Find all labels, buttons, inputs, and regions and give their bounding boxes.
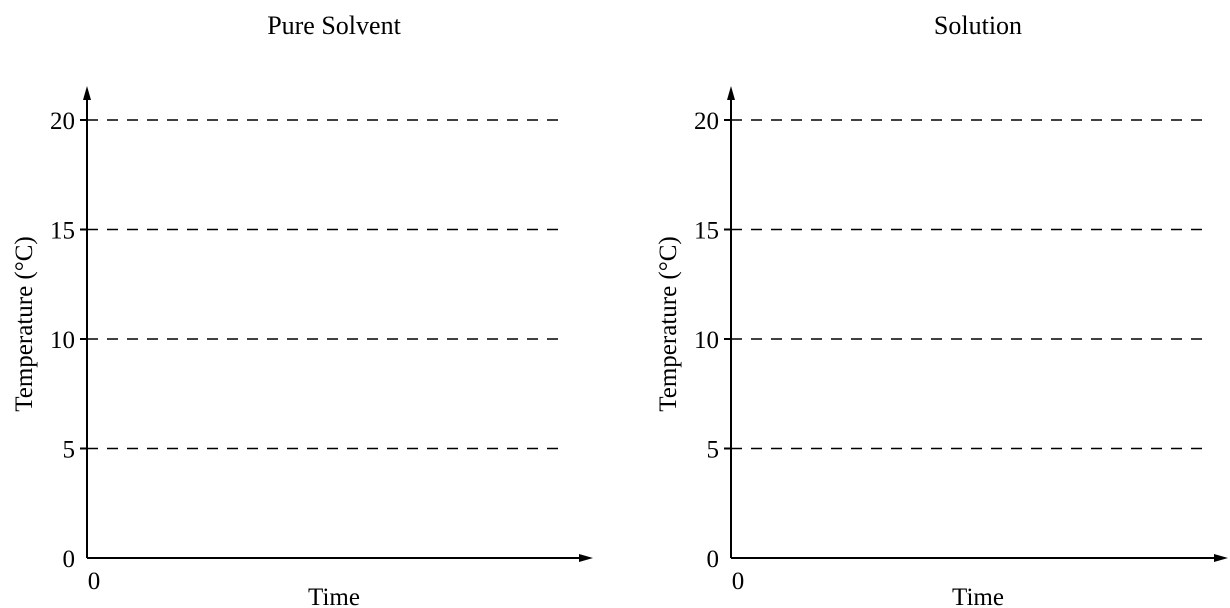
chart-title: Pure Solvent (267, 11, 401, 40)
y-tick-label: 15 (50, 218, 75, 245)
y-tick-label: 0 (707, 546, 720, 573)
x-axis-arrowhead (579, 554, 593, 562)
chart-solution: Solution Time Temperature (°C) 0 5 10 15 20 0 (655, 11, 1228, 608)
y-tick-label: 15 (694, 218, 719, 245)
y-tick-label: 10 (694, 327, 719, 354)
x-tick-label: 0 (732, 568, 745, 595)
y-tick-label: 5 (63, 437, 76, 464)
x-tick-label: 0 (88, 568, 101, 595)
y-tick-label: 20 (694, 108, 719, 135)
x-axis-label: Time (308, 584, 360, 608)
y-axis-label: Temperature (°C) (11, 236, 38, 412)
y-tick-label: 10 (50, 327, 75, 354)
y-tick-label: 0 (63, 546, 76, 573)
y-axis-arrowhead (727, 86, 735, 100)
x-axis-label: Time (952, 584, 1004, 608)
chart-pure-solvent: Pure Solvent Time Temperature (°C) 0 5 10 1… (11, 11, 593, 608)
x-axis-arrowhead (1214, 554, 1228, 562)
y-axis-label: Temperature (°C) (655, 236, 682, 412)
y-axis-arrowhead (83, 86, 91, 100)
y-tick-label: 5 (707, 437, 720, 464)
y-tick-label: 20 (50, 108, 75, 135)
chart-title: Solution (934, 11, 1022, 40)
